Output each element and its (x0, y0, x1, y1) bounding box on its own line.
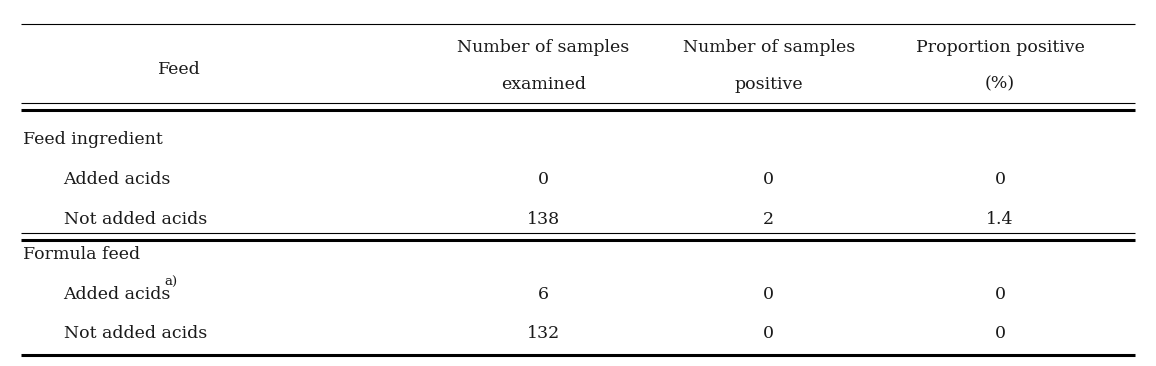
Text: Number of samples: Number of samples (457, 39, 630, 56)
Text: Not added acids: Not added acids (64, 211, 207, 228)
Text: Added acids: Added acids (64, 171, 171, 188)
Text: Proportion positive: Proportion positive (916, 39, 1084, 56)
Text: 6: 6 (538, 286, 549, 303)
Text: Not added acids: Not added acids (64, 325, 207, 341)
Text: Added acids: Added acids (64, 286, 171, 303)
Text: 2: 2 (763, 211, 775, 228)
Text: 0: 0 (763, 325, 775, 341)
Text: 0: 0 (763, 171, 775, 188)
Text: 0: 0 (994, 286, 1006, 303)
Text: 0: 0 (994, 325, 1006, 341)
Text: examined: examined (501, 76, 586, 93)
Text: 0: 0 (994, 171, 1006, 188)
Text: 138: 138 (527, 211, 560, 228)
Text: 1.4: 1.4 (986, 211, 1014, 228)
Text: 0: 0 (538, 171, 549, 188)
Text: Feed: Feed (158, 61, 200, 78)
Text: Formula feed: Formula feed (23, 246, 140, 263)
Text: (%): (%) (985, 76, 1015, 93)
Text: positive: positive (734, 76, 803, 93)
Text: a): a) (164, 276, 178, 290)
Text: Number of samples: Number of samples (682, 39, 855, 56)
Text: 132: 132 (527, 325, 560, 341)
Text: 0: 0 (763, 286, 775, 303)
Text: Feed ingredient: Feed ingredient (23, 131, 163, 147)
